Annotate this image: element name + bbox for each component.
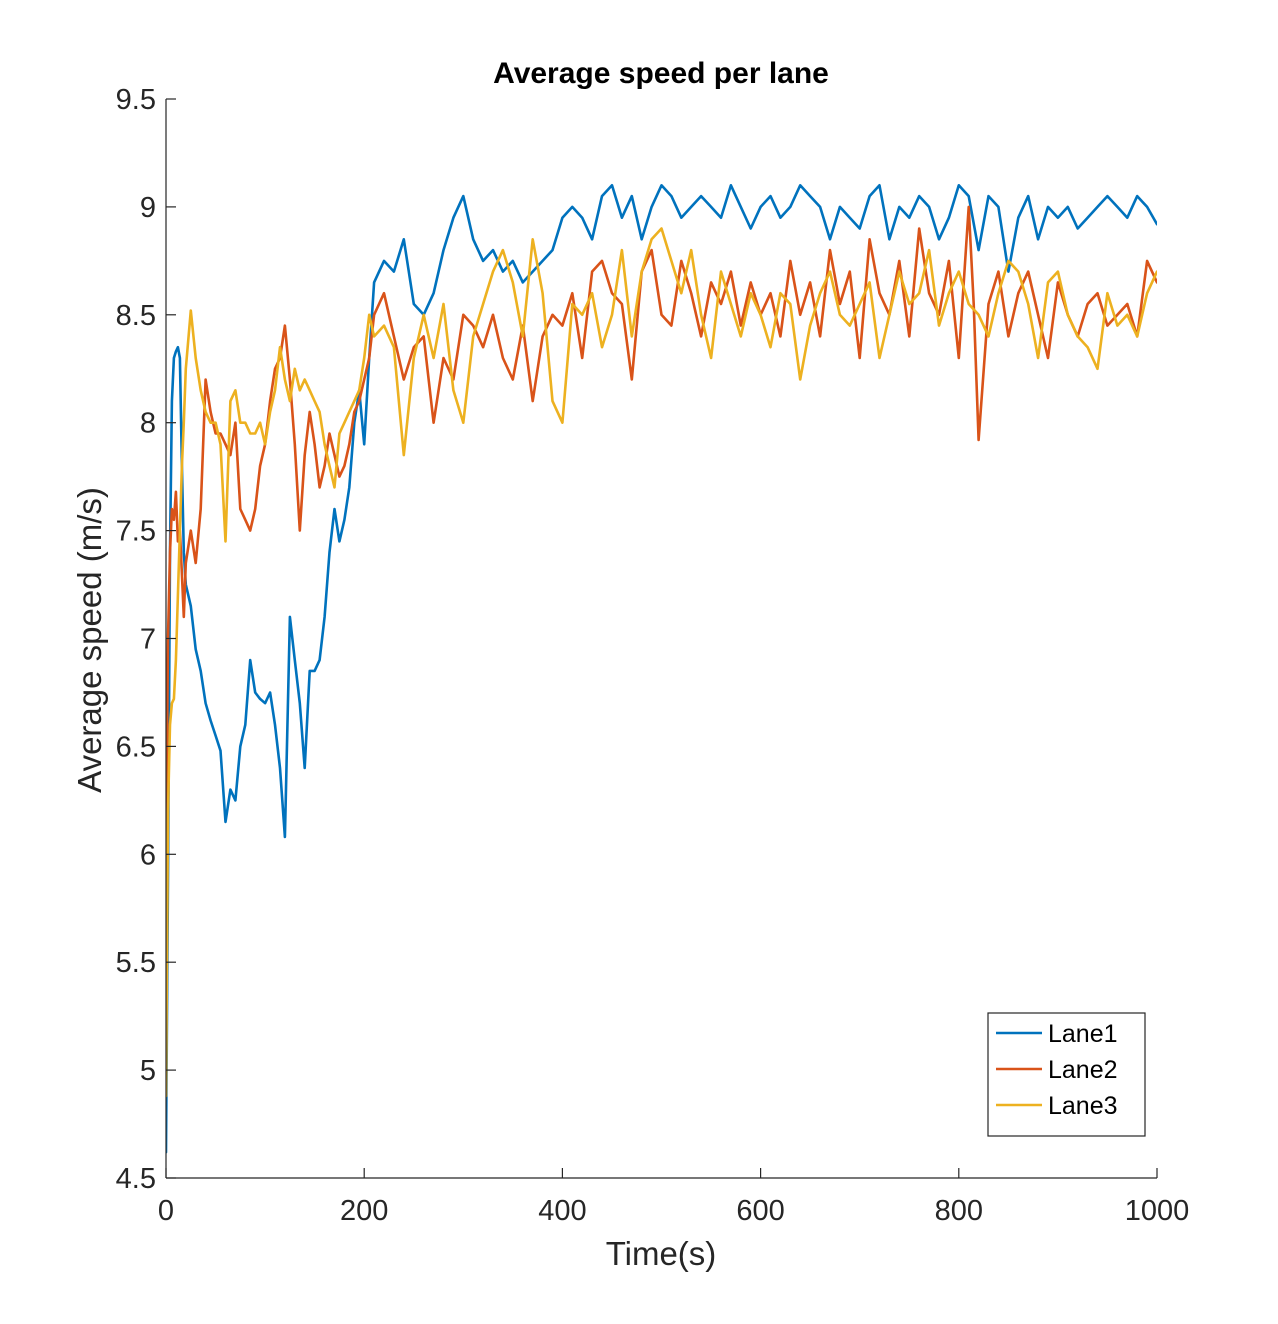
series-line-lane3 (166, 227, 1157, 1098)
x-axis-label: Time(s) (606, 1235, 717, 1272)
legend-label-lane2: Lane2 (1048, 1056, 1118, 1084)
y-tick-label: 6.5 (116, 731, 156, 763)
y-tick-label: 9 (140, 192, 156, 224)
y-tick-label: 4.5 (116, 1163, 156, 1195)
y-tick-label: 6 (140, 839, 156, 871)
y-tick-label: 7.5 (116, 516, 156, 548)
x-tick-label: 200 (340, 1195, 388, 1227)
y-tick-label: 5.5 (116, 947, 156, 979)
y-tick-label: 9.5 (116, 84, 156, 116)
legend: Lane1 Lane2 Lane3 (987, 1012, 1146, 1137)
y-tick-label: 7 (140, 624, 156, 656)
legend-label-lane1: Lane1 (1048, 1020, 1118, 1048)
legend-label-lane3: Lane3 (1048, 1092, 1118, 1120)
x-tick-label: 800 (935, 1195, 983, 1227)
chart-title: Average speed per lane (493, 57, 829, 90)
x-tick-label: 1000 (1125, 1195, 1190, 1227)
axes: 0 200 400 600 800 1000 4.5 5 5.5 6 6.5 7 7.5 8 8.5 9 9.5 (116, 84, 1190, 1227)
y-tick-label: 8.5 (116, 300, 156, 332)
y-axis-label: Average speed (m/s) (71, 487, 108, 793)
x-tick-label: 600 (736, 1195, 784, 1227)
series-group (166, 184, 1157, 1154)
x-tick-label: 400 (538, 1195, 586, 1227)
y-tick-label: 5 (140, 1055, 156, 1087)
x-tick-label: 0 (158, 1195, 174, 1227)
y-tick-label: 8 (140, 408, 156, 440)
series-line-lane2 (166, 205, 1157, 856)
